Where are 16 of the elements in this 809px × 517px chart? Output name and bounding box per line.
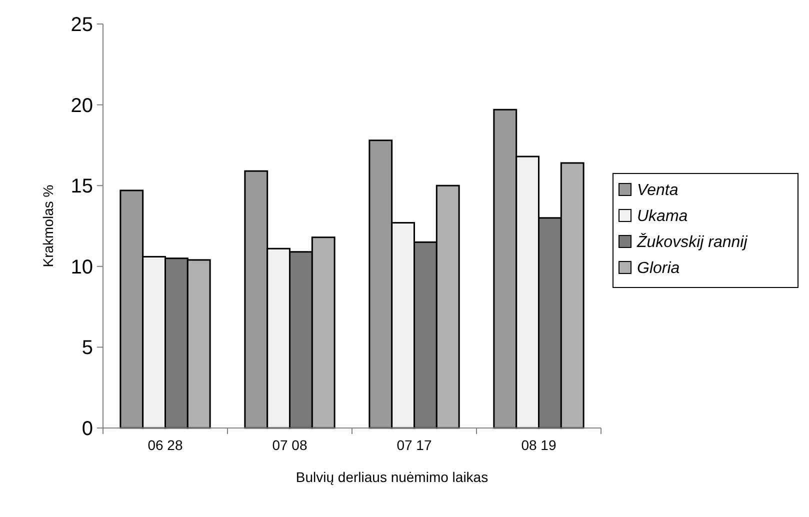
y-tick-label: 15 (70, 176, 93, 198)
x-tick-label: 07 17 (396, 437, 432, 453)
y-tick-label: 5 (82, 337, 93, 360)
legend-label: Gloria (637, 260, 680, 278)
legend-label: Žukovskij rannij (636, 233, 748, 252)
x-tick-label: 07 08 (272, 437, 308, 453)
x-tick-label: 06 28 (148, 437, 183, 453)
y-tick-label: 10 (70, 256, 93, 278)
legend-label: Ukama (637, 208, 688, 226)
y-tick-label: 20 (70, 94, 93, 117)
y-tick-label: 25 (70, 14, 93, 36)
x-axis-title: Bulvių derliaus nuėmimo laikas (296, 469, 488, 485)
legend-label: Venta (637, 182, 678, 200)
x-tick-label: 08 19 (521, 437, 556, 453)
y-tick-label: 0 (82, 418, 93, 440)
y-axis-title: Krakmolas % (40, 184, 56, 268)
